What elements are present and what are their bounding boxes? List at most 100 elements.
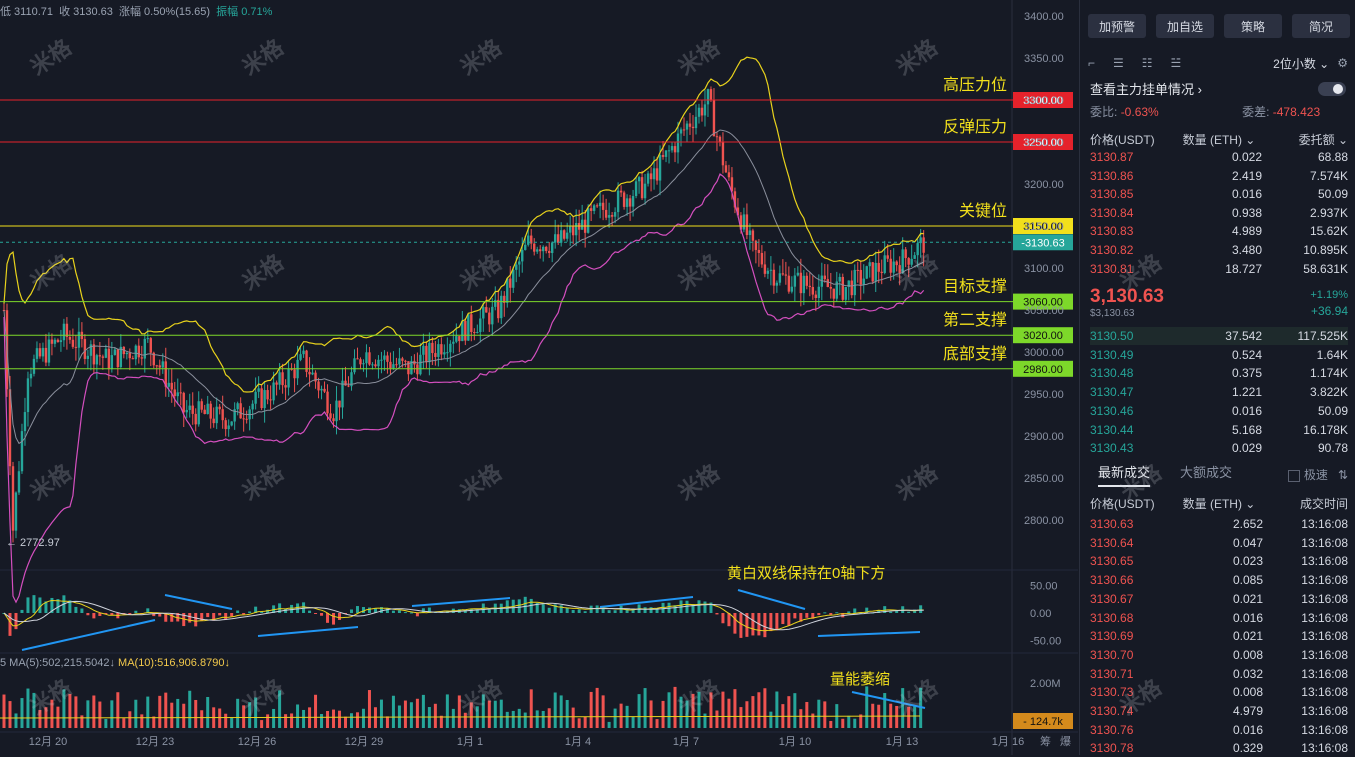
macd-bar <box>817 613 821 616</box>
trade-row: 3130.69 0.021 13:16:08 <box>1090 627 1348 645</box>
candle-body <box>305 350 308 372</box>
date-axis-label: 12月 20 <box>29 736 68 748</box>
trade-time: 13:16:08 <box>1301 722 1348 737</box>
filter-icon[interactable]: ⇅ <box>1337 467 1348 482</box>
main-orders-label[interactable]: 查看主力挂单情况 › <box>1090 82 1202 97</box>
ask-row[interactable]: 3130.82 3.480 10.895K <box>1090 241 1348 259</box>
candle-body <box>874 262 877 282</box>
macd-bar <box>80 608 84 613</box>
trade-qty: 2.652 <box>1232 517 1263 531</box>
tab-latest-trades[interactable]: 最新成交 <box>1098 462 1151 487</box>
candle-body <box>574 223 578 236</box>
candle-body <box>329 413 332 419</box>
trade-price: 3130.74 <box>1090 704 1134 718</box>
macd-bar <box>50 597 54 613</box>
bid-row[interactable]: 3130.48 0.375 1.174K <box>1090 364 1348 382</box>
checkbox-icon[interactable] <box>1287 469 1300 482</box>
decimal-select[interactable]: 2位小数 ⌄ <box>1273 56 1330 71</box>
macd-bar <box>595 605 599 613</box>
book-header-qty[interactable]: 数量 (ETH) ⌄ <box>1182 133 1256 147</box>
candle-body <box>242 418 245 420</box>
candle-body <box>521 249 524 262</box>
ask-price: 3130.86 <box>1090 168 1134 183</box>
macd-bar <box>403 612 407 614</box>
candle-body <box>592 205 596 211</box>
macd-bar <box>463 609 467 613</box>
bid-row[interactable]: 3130.49 0.524 1.64K <box>1090 346 1348 364</box>
candle-body <box>113 349 117 356</box>
book-both-icon[interactable]: ☰ <box>1113 56 1124 70</box>
bid-row[interactable]: 3130.47 1.221 3.822K <box>1090 383 1348 401</box>
trade-price: 3130.67 <box>1090 591 1134 606</box>
ask-row[interactable]: 3130.85 0.016 50.09 <box>1090 185 1348 203</box>
bid-price: 3130.46 <box>1090 403 1134 418</box>
candle-body <box>802 275 806 294</box>
bid-row[interactable]: 3130.44 5.168 16.178K <box>1090 421 1348 439</box>
strategy-button[interactable]: 策略 <box>1224 14 1282 38</box>
volume-bar <box>338 710 342 728</box>
overview-button[interactable]: 简况 <box>1292 14 1350 38</box>
macd-bar <box>308 610 312 613</box>
book-bids-icon[interactable]: ☷ <box>1141 56 1153 70</box>
ask-row[interactable]: 3130.87 0.022 68.88 <box>1090 148 1348 166</box>
book-header-amount[interactable]: 委托额 ⌄ <box>1298 133 1348 147</box>
volume-bar <box>559 695 563 728</box>
volume-bar <box>661 700 665 728</box>
bid-qty: 0.016 <box>1231 403 1262 418</box>
fast-checkbox[interactable]: 极速 <box>1287 466 1328 483</box>
macd-bar <box>56 599 60 613</box>
bid-row[interactable]: 3130.46 0.016 50.09 <box>1090 402 1348 420</box>
candle-body <box>95 355 99 365</box>
settings-icon[interactable]: ⚙ <box>1337 56 1348 70</box>
candle-body <box>736 207 740 216</box>
candle-body <box>20 431 24 472</box>
macd-bar <box>230 613 234 617</box>
macd-bar <box>523 596 527 613</box>
chart-canvas[interactable]: 高压力位 3300.00 反弹压力 3250.00 关键位 3150.00 目标支撑 3060… <box>0 0 1078 755</box>
candle-body <box>778 273 782 283</box>
price-axis-label: 2800.00 <box>1024 515 1064 527</box>
candle-body <box>131 358 135 360</box>
candle-body <box>679 129 683 134</box>
chat-icon[interactable]: ⌐ <box>1088 56 1096 70</box>
volume-bar <box>110 700 114 728</box>
candlestick-chart[interactable]: 高压力位 3300.00 反弹压力 3250.00 关键位 3150.00 目标支撑 3060… <box>0 0 1078 755</box>
candle-body <box>817 286 821 298</box>
macd-bar <box>823 612 827 614</box>
candle-body <box>56 339 60 343</box>
volume-bar <box>739 707 743 728</box>
macd-bar <box>152 613 156 617</box>
date-axis-label: 1月 1 <box>457 736 483 748</box>
candle-body <box>239 403 242 419</box>
ask-row[interactable]: 3130.84 0.938 2.937K <box>1090 204 1348 222</box>
trade-qty: 0.008 <box>1232 685 1263 700</box>
ask-qty: 0.938 <box>1231 205 1262 220</box>
candle-body <box>556 234 560 243</box>
candle-body <box>589 208 593 211</box>
volume-bar <box>230 717 234 728</box>
candle-body <box>503 295 506 303</box>
candle-body <box>335 400 338 422</box>
ask-row[interactable]: 3130.83 4.989 15.62K <box>1090 222 1348 240</box>
bid-row[interactable]: 3130.50 37.542 117.525K <box>1090 327 1348 345</box>
volume-bar <box>703 713 707 728</box>
add-watchlist-button[interactable]: 加自选 <box>1156 14 1214 38</box>
candle-body <box>709 89 713 101</box>
candle-body <box>446 352 449 354</box>
tab-big-trades[interactable]: 大额成交 <box>1180 465 1233 480</box>
ask-row[interactable]: 3130.81 18.727 58.631K <box>1090 260 1348 278</box>
volume-bar <box>176 698 180 728</box>
macd-bar <box>296 603 300 613</box>
candle-body <box>404 360 407 362</box>
ask-row[interactable]: 3130.86 2.419 7.574K <box>1090 167 1348 185</box>
bid-row[interactable]: 3130.43 0.029 90.78 <box>1090 439 1348 457</box>
volume-bar <box>182 703 186 728</box>
candle-body <box>907 258 910 265</box>
volume-bar <box>80 715 84 728</box>
main-orders-toggle[interactable] <box>1318 81 1346 96</box>
add-alert-button[interactable]: 加预警 <box>1088 14 1146 38</box>
volume-bar <box>415 698 419 728</box>
trade-header-qty[interactable]: 数量 (ETH) ⌄ <box>1182 497 1256 511</box>
book-asks-icon[interactable]: ☱ <box>1170 56 1182 70</box>
macd-bar <box>685 600 689 613</box>
